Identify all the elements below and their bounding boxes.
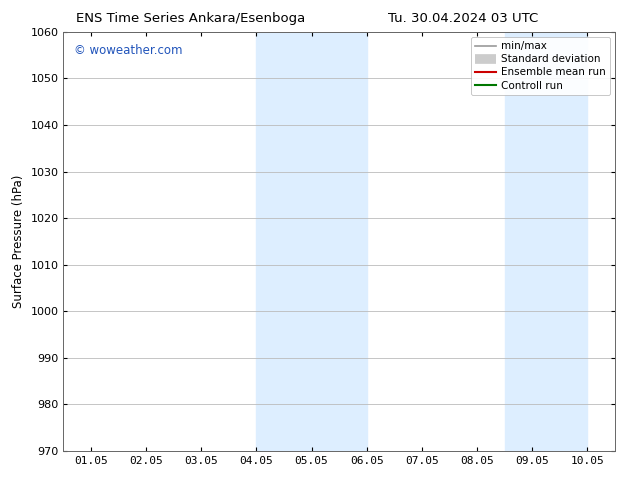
- Text: ENS Time Series Ankara/Esenboga: ENS Time Series Ankara/Esenboga: [75, 12, 305, 25]
- Bar: [505, 32, 588, 451]
- Text: © woweather.com: © woweather.com: [74, 45, 183, 57]
- Y-axis label: Surface Pressure (hPa): Surface Pressure (hPa): [12, 174, 25, 308]
- Legend: min/max, Standard deviation, Ensemble mean run, Controll run: min/max, Standard deviation, Ensemble me…: [470, 37, 610, 95]
- Text: Tu. 30.04.2024 03 UTC: Tu. 30.04.2024 03 UTC: [388, 12, 538, 25]
- Bar: [256, 32, 367, 451]
